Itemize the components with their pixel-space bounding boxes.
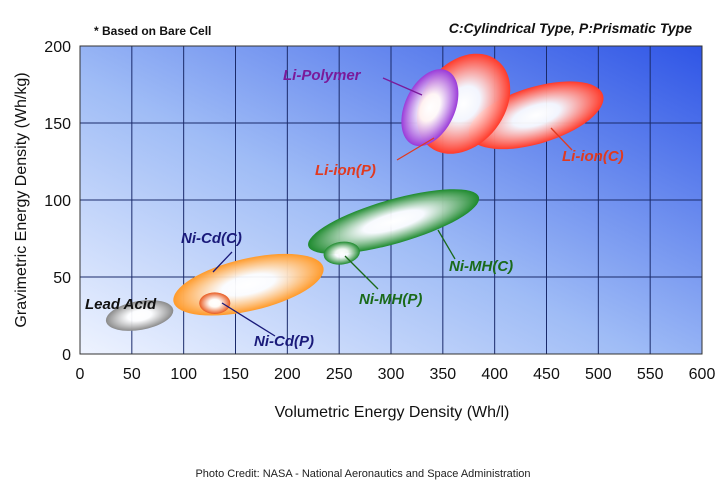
x-tick-label: 150	[222, 366, 249, 383]
x-tick-label: 300	[378, 366, 405, 383]
x-tick-label: 450	[533, 366, 560, 383]
region-lead-acid	[105, 300, 174, 331]
series-label: Ni-MH(C)	[449, 258, 513, 275]
legend-note: C:Cylindrical Type, P:Prismatic Type	[449, 20, 692, 36]
series-label: Ni-Cd(C)	[181, 230, 242, 247]
x-tick-label: 250	[326, 366, 353, 383]
region-li-polymer	[401, 69, 459, 147]
region-ni-cd-p	[199, 292, 231, 314]
plot-border	[79, 45, 703, 355]
x-tick-label: 400	[481, 366, 508, 383]
y-axis-title: Gravimetric Energy Density (Wh/kg)	[13, 72, 30, 327]
y-tick-label: 200	[44, 39, 71, 56]
x-tick-label: 500	[585, 366, 612, 383]
regions	[105, 53, 604, 331]
leader-line	[212, 251, 233, 273]
x-axis-title: Volumetric Energy Density (Wh/l)	[275, 404, 510, 421]
leader-line	[550, 127, 573, 151]
leader-line	[437, 229, 456, 260]
x-tick-label: 100	[170, 366, 197, 383]
leader-line	[344, 255, 379, 290]
leader-line	[382, 77, 423, 96]
series-label: Li-ion(C)	[562, 148, 624, 165]
leader-line	[221, 302, 276, 337]
series-label: Lead Acid	[85, 296, 157, 313]
series-label: Li-ion(P)	[315, 162, 376, 179]
y-tick-label: 100	[44, 193, 71, 210]
y-tick-label: 0	[62, 347, 71, 364]
y-tick-label: 50	[53, 270, 71, 287]
series-labels: Lead Acid Ni-Cd(C) Ni-Cd(P) Ni-MH(C) Ni-MH(P…	[85, 67, 624, 350]
x-tick-label: 50	[123, 366, 141, 383]
region-ni-mh-c	[308, 189, 480, 254]
region-li-ion-c	[468, 81, 604, 150]
leader-line	[396, 137, 435, 161]
y-tick-label: 150	[44, 116, 71, 133]
x-tick-label: 350	[429, 366, 456, 383]
series-label: Ni-Cd(P)	[254, 333, 314, 350]
leader-lines	[212, 77, 573, 337]
x-tick-label: 600	[689, 366, 716, 383]
x-tick-label: 200	[274, 366, 301, 383]
ticks: 0 50 100 150 200 250 300 350 400 450 500 550 600 0 50 1…	[44, 39, 715, 383]
note: * Based on Bare Cell	[94, 24, 211, 38]
series-label: Li-Polymer	[283, 67, 362, 84]
region-ni-mh-p	[323, 241, 360, 265]
x-tick-label: 0	[76, 366, 85, 383]
photo-credit: Photo Credit: NASA - National Aeronautic…	[195, 468, 530, 480]
series-label: Ni-MH(P)	[359, 291, 422, 308]
x-tick-label: 550	[637, 366, 664, 383]
